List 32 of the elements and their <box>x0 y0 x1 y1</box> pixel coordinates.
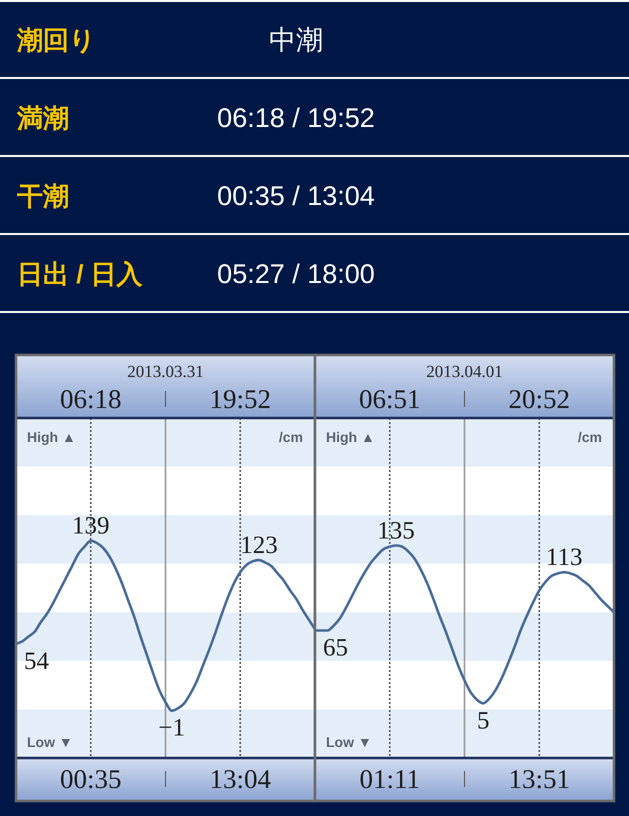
data-label: 65 <box>323 634 348 662</box>
chart-title: 2013.04.01 <box>426 362 503 381</box>
text: 13:04 <box>209 764 272 794</box>
annotation: High ▲ <box>326 429 375 445</box>
data-label: 123 <box>240 532 278 560</box>
annotation: High ▲ <box>27 429 76 445</box>
text: 06:18 / 19:52 <box>217 103 375 133</box>
text: 19:52 <box>209 384 272 414</box>
text: 中潮 <box>269 25 323 55</box>
text: 00:35 <box>60 764 122 794</box>
text: 13:51 <box>508 764 570 794</box>
category-label: 満潮 <box>16 103 69 133</box>
annotation: Low ▼ <box>27 734 73 750</box>
text: 05:27 / 18:00 <box>217 259 375 289</box>
text: 01:11 <box>360 764 420 794</box>
category-label: 干潮 <box>16 181 69 211</box>
annotation: /cm <box>278 429 303 445</box>
chart-title: 2013.03.31 <box>127 362 204 381</box>
data-label: −1 <box>158 714 186 742</box>
annotation: Low ▼ <box>326 734 372 750</box>
data-label: 139 <box>72 512 110 540</box>
annotation: /cm <box>578 429 602 445</box>
category-label: 日出 / 日入 <box>17 259 144 289</box>
data-label: 113 <box>546 544 582 572</box>
text: 06:18 <box>60 384 122 414</box>
data-label: 135 <box>377 518 415 544</box>
text: 20:52 <box>508 384 570 414</box>
text: 00:35 / 13:04 <box>217 181 375 211</box>
data-label: 54 <box>24 648 50 675</box>
category-label: 潮回り <box>16 25 96 55</box>
data-label: 5 <box>476 707 490 734</box>
text: 06:51 <box>358 384 421 414</box>
